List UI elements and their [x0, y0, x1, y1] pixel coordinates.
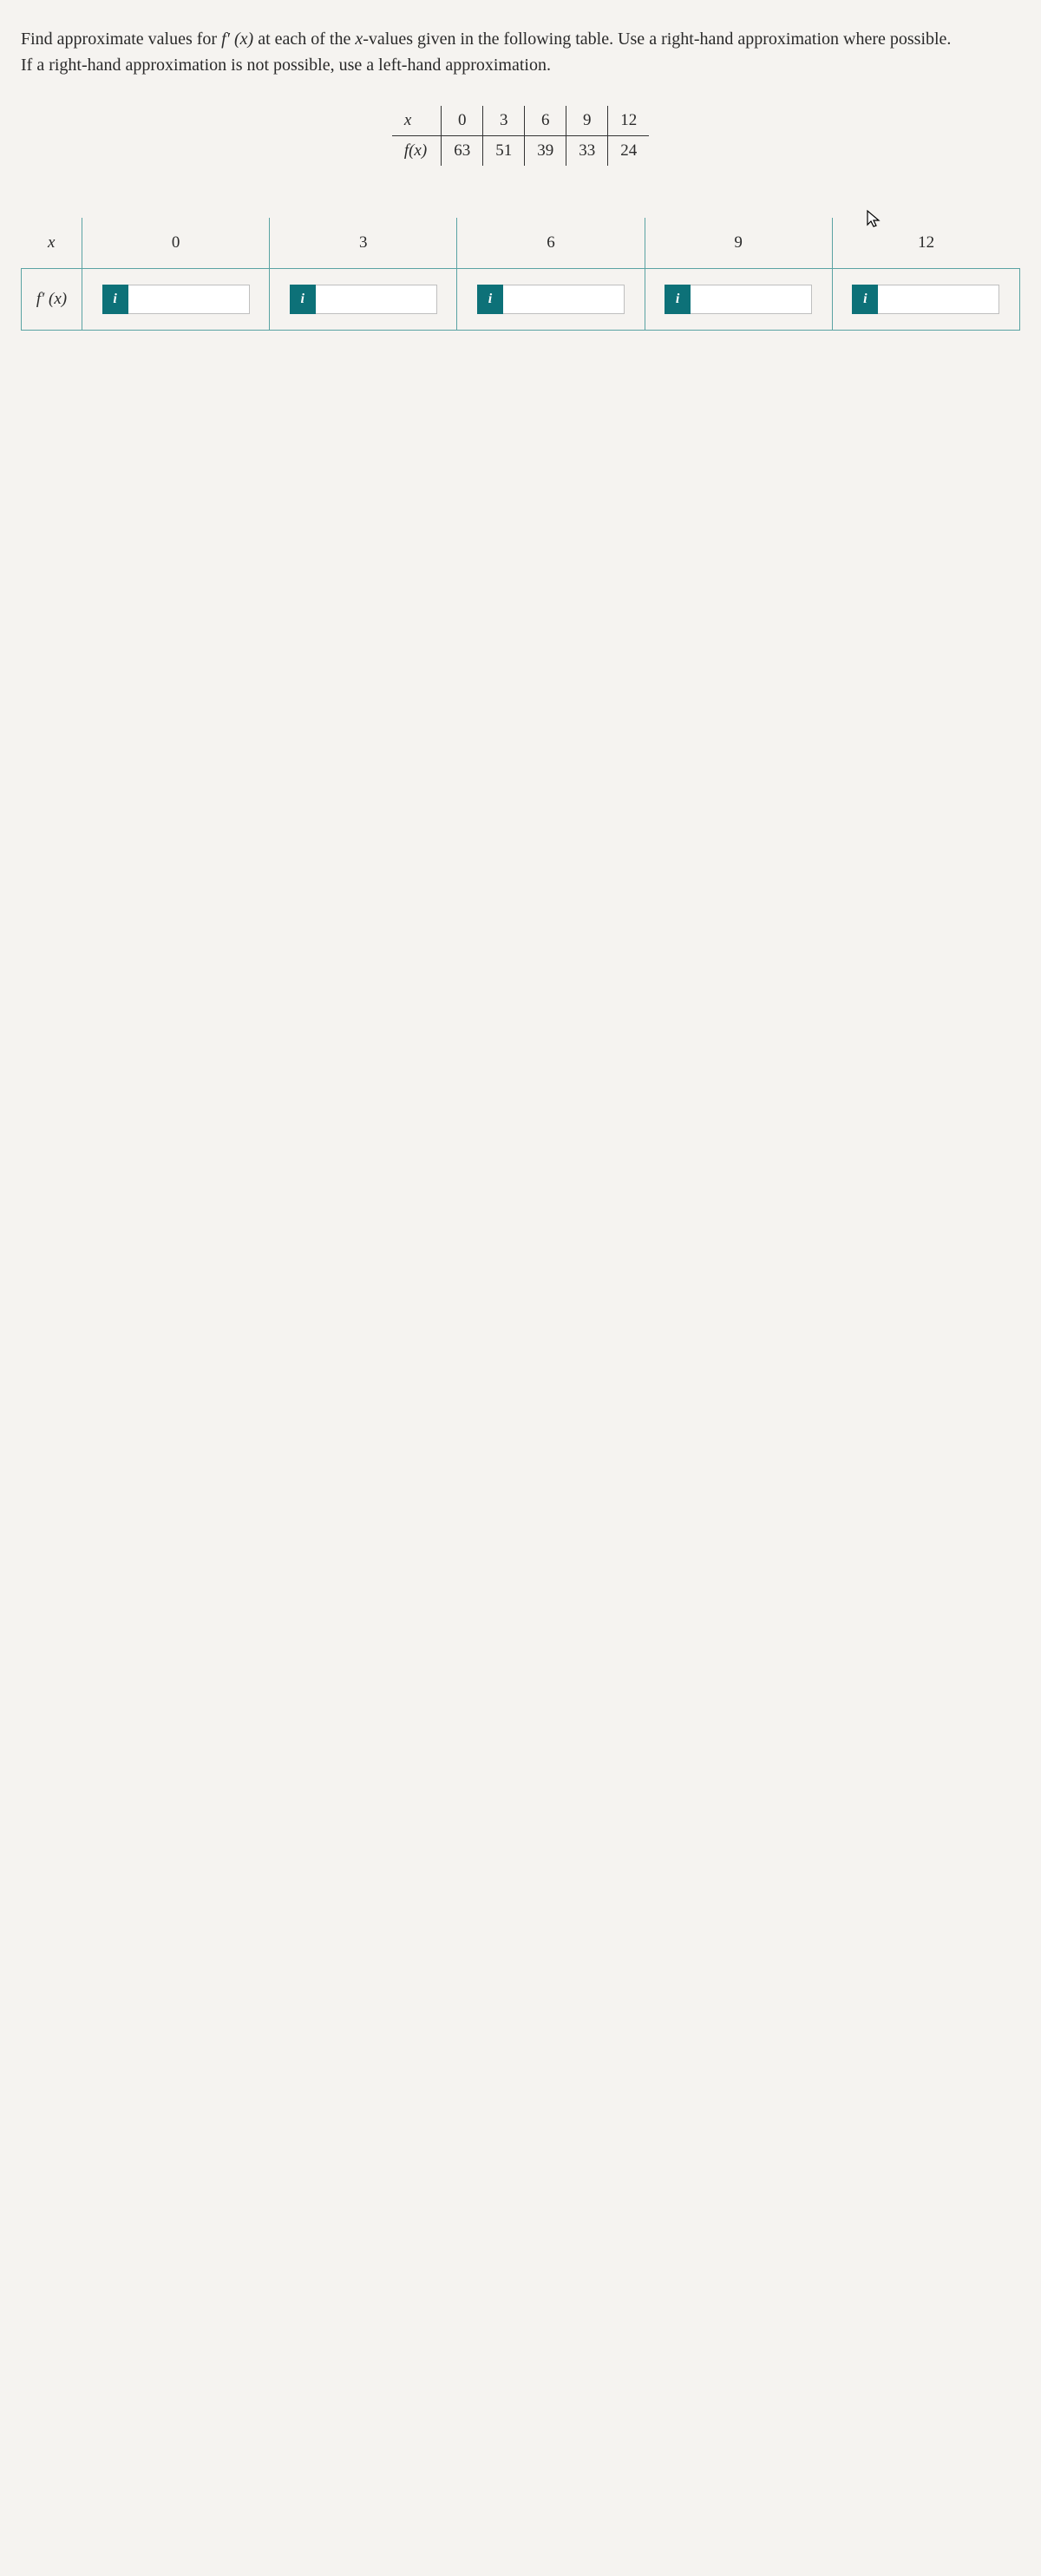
prompt-var: x [355, 29, 363, 49]
table-row: f′ (x) i i i i i [22, 269, 1020, 331]
table-row: f(x) 63 51 39 33 24 [392, 136, 649, 167]
prompt-line2: If a right-hand approximation is not pos… [21, 56, 551, 75]
cell: 33 [566, 136, 608, 167]
cell: 12 [608, 106, 650, 136]
prompt-text: Find approximate values for [21, 29, 221, 49]
answer-input-3[interactable] [691, 285, 812, 314]
info-icon[interactable]: i [290, 285, 316, 314]
info-icon[interactable]: i [102, 285, 128, 314]
cell: 9 [566, 106, 608, 136]
answer-input-2[interactable] [503, 285, 625, 314]
answer-cell-0: i [82, 269, 270, 331]
answer-input-1[interactable] [316, 285, 437, 314]
cell: 3 [483, 106, 525, 136]
row-header-x: x [392, 106, 442, 136]
prompt-text: -values given in the following table. Us… [363, 29, 951, 49]
data-table: x 0 3 6 9 12 f(x) 63 51 39 33 24 [392, 106, 649, 166]
answer-cell-1: i [270, 269, 457, 331]
table-row: x 0 3 6 9 12 [392, 106, 649, 136]
cell: 6 [525, 106, 566, 136]
info-icon[interactable]: i [665, 285, 691, 314]
cell: 51 [483, 136, 525, 167]
question-prompt: Find approximate values for f′ (x) at ea… [21, 26, 1020, 78]
info-icon[interactable]: i [852, 285, 878, 314]
cell: 0 [82, 218, 270, 269]
cell: 39 [525, 136, 566, 167]
cell: 24 [608, 136, 650, 167]
info-icon[interactable]: i [477, 285, 503, 314]
row-header-fpx: f′ (x) [22, 269, 82, 331]
answer-cell-3: i [645, 269, 832, 331]
answer-cell-4: i [832, 269, 1019, 331]
row-header-fx: f(x) [392, 136, 442, 167]
answer-input-4[interactable] [878, 285, 999, 314]
cell: 12 [832, 218, 1019, 269]
prompt-text: at each of the [253, 29, 355, 49]
cell: 6 [457, 218, 645, 269]
cell: 9 [645, 218, 832, 269]
prompt-fn: f′ (x) [221, 29, 253, 49]
cell: 3 [270, 218, 457, 269]
cell: 0 [442, 106, 483, 136]
answer-cell-2: i [457, 269, 645, 331]
cell: 63 [442, 136, 483, 167]
row-header-x: x [22, 218, 82, 269]
answer-input-0[interactable] [128, 285, 250, 314]
table-row: x 0 3 6 9 12 [22, 218, 1020, 269]
answer-table: x 0 3 6 9 12 f′ (x) i i i i [21, 218, 1020, 331]
